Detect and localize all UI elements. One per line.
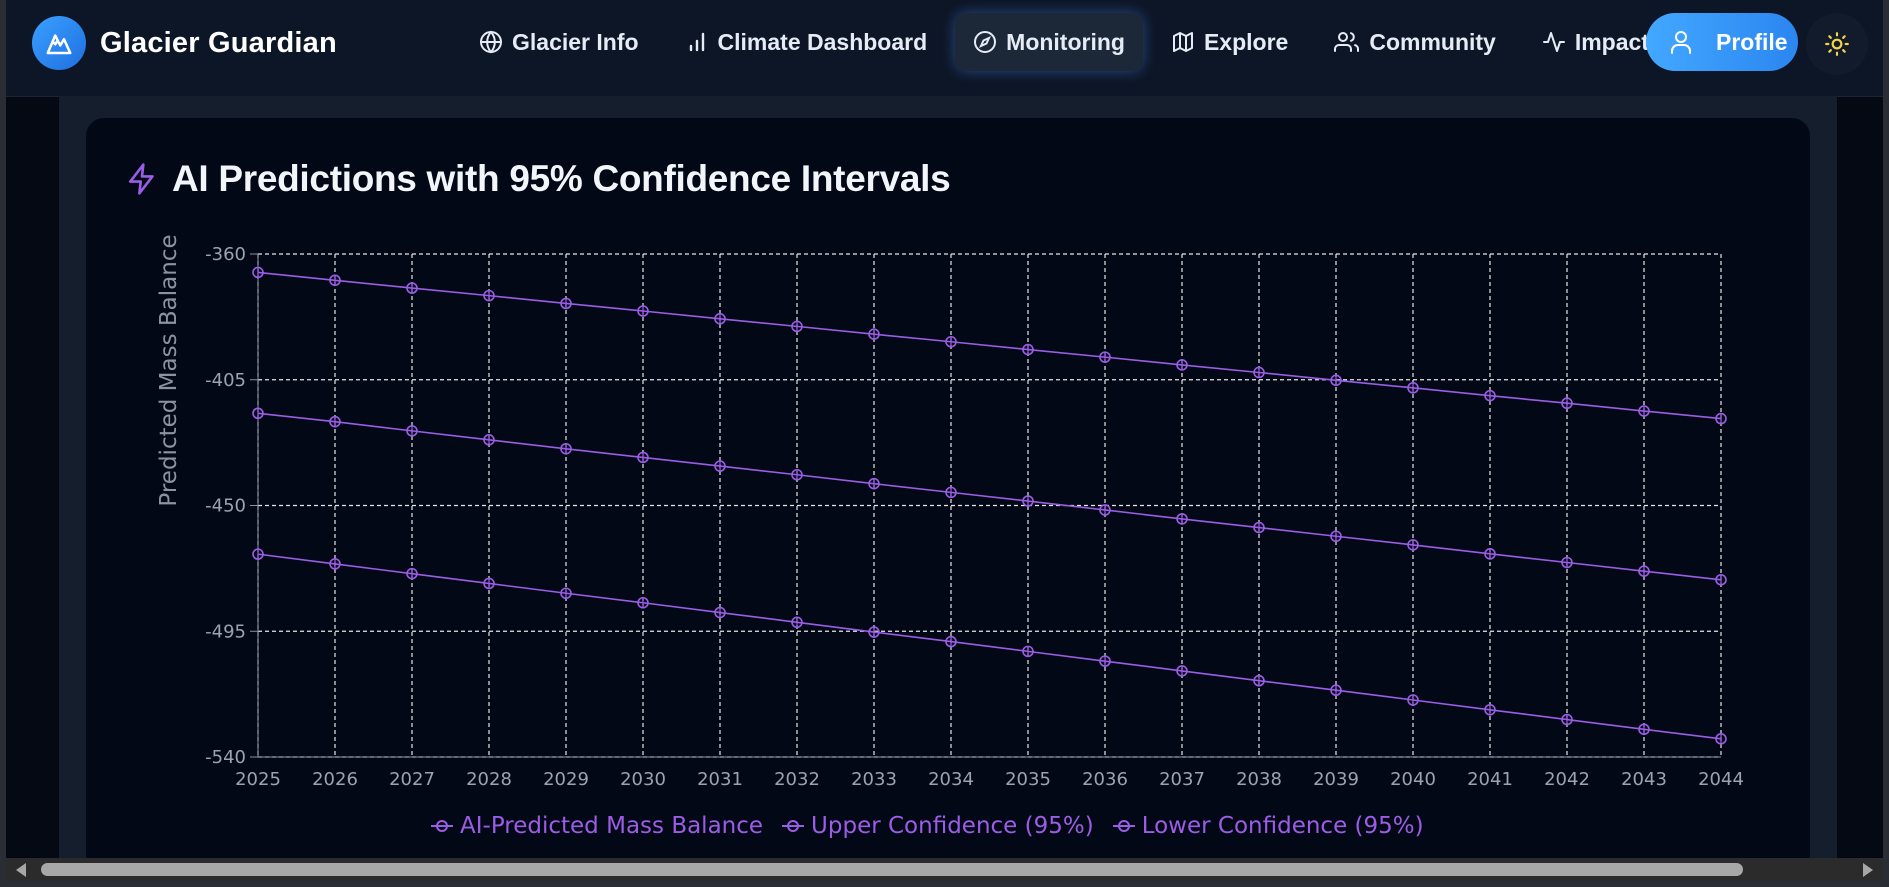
nav-explore[interactable]: Explore: [1153, 13, 1306, 71]
x-tick-label: 2029: [543, 769, 589, 790]
brand[interactable]: Glacier Guardian: [32, 16, 337, 70]
scrollbar-thumb[interactable]: [41, 863, 1743, 876]
card-title: AI Predictions with 95% Confidence Inter…: [126, 158, 951, 200]
series-line: [257, 271, 1722, 420]
x-tick-label: 2039: [1313, 769, 1359, 790]
x-tick-label: 2030: [620, 769, 666, 790]
x-tick-label: 2035: [1005, 769, 1051, 790]
x-tick-label: 2026: [312, 769, 358, 790]
x-tick-label: 2043: [1621, 769, 1667, 790]
x-tick-label: 2031: [697, 769, 743, 790]
map-icon: [1172, 32, 1193, 52]
legend-line-marker-icon: [431, 820, 453, 832]
x-tick-label: 2036: [1082, 769, 1128, 790]
nav-label: Glacier Info: [512, 28, 639, 55]
x-tick-label: 2027: [389, 769, 435, 790]
globe-icon: [480, 30, 502, 54]
x-tick-label: 2042: [1544, 769, 1590, 790]
legend-item-upper[interactable]: Upper Confidence (95%): [781, 813, 1094, 839]
legend-line-marker-icon: [1112, 820, 1135, 832]
legend-item-lower[interactable]: Lower Confidence (95%): [1112, 813, 1424, 839]
legend-line-marker-icon: [782, 820, 805, 832]
x-tick-label: 2032: [774, 769, 820, 790]
x-tick-label: 2028: [466, 769, 512, 790]
x-tick-label: 2040: [1390, 769, 1436, 790]
scroll-left-arrow-icon[interactable]: [16, 863, 26, 877]
horizontal-scrollbar[interactable]: [6, 858, 1883, 881]
nav-community[interactable]: Community: [1316, 13, 1514, 71]
activity-icon: [1542, 32, 1565, 52]
compass-icon: [974, 31, 997, 53]
predictions-card: [86, 118, 1810, 878]
user-icon: [1671, 31, 1691, 54]
x-tick-label: 2041: [1467, 769, 1513, 790]
nav-label: Climate Dashboard: [717, 28, 928, 55]
nav-climate-dashboard[interactable]: Climate Dashboard: [667, 13, 946, 71]
legend-item-predicted[interactable]: AI-Predicted Mass Balance: [430, 813, 763, 839]
nav-label: Impact: [1574, 28, 1649, 55]
nav-monitoring[interactable]: Monitoring: [955, 13, 1143, 71]
y-tick-label: -540: [205, 747, 246, 768]
window-bottom-border: [0, 881, 1889, 887]
legend-label: Lower Confidence (95%): [1141, 813, 1424, 839]
x-tick-label: 2034: [928, 769, 974, 790]
window-right-border: [1883, 0, 1889, 887]
scroll-right-arrow-icon[interactable]: [1863, 863, 1873, 877]
users-icon: [1334, 32, 1360, 52]
nav-label: Community: [1369, 28, 1496, 55]
legend-label: AI-Predicted Mass Balance: [460, 813, 764, 839]
nav-links: Glacier Info Climate Dashboard Monitorin…: [461, 13, 1677, 71]
nav-glacier-info[interactable]: Glacier Info: [461, 13, 657, 71]
x-tick-label: 2037: [1159, 769, 1205, 790]
x-tick-label: 2044: [1698, 769, 1744, 790]
bar-chart-icon: [689, 32, 704, 52]
top-navbar: Glacier Guardian Glacier Info Climate Da…: [6, 0, 1883, 97]
chart-legend: AI-Predicted Mass Balance Upper Confiden…: [430, 813, 1442, 839]
mountain-logo-icon: [32, 16, 86, 70]
nav-label: Explore: [1203, 28, 1289, 55]
x-tick-label: 2033: [851, 769, 897, 790]
brand-name: Glacier Guardian: [100, 26, 337, 59]
nav-impact[interactable]: Impact: [1524, 13, 1667, 71]
x-tick-label: 2025: [235, 769, 281, 790]
window-left-border: [0, 0, 6, 887]
sun-icon: [1825, 32, 1849, 56]
x-tick-label: 2038: [1236, 769, 1282, 790]
lightning-icon: [128, 163, 154, 195]
y-tick-label: -405: [205, 370, 246, 391]
y-tick-label: -450: [205, 496, 246, 517]
series-line: [257, 553, 1722, 740]
nav-label: Monitoring: [1006, 28, 1125, 55]
y-tick-label: -495: [205, 621, 246, 642]
theme-toggle-button[interactable]: [1806, 13, 1868, 75]
profile-button[interactable]: Profile: [1646, 13, 1798, 71]
card-title-text: AI Predictions with 95% Confidence Inter…: [172, 158, 951, 199]
profile-label: Profile: [1716, 28, 1788, 55]
y-axis-title: Predicted Mass Balance: [156, 234, 182, 506]
y-tick-label: -360: [205, 244, 246, 265]
legend-label: Upper Confidence (95%): [811, 813, 1094, 839]
series-line: [257, 412, 1722, 581]
